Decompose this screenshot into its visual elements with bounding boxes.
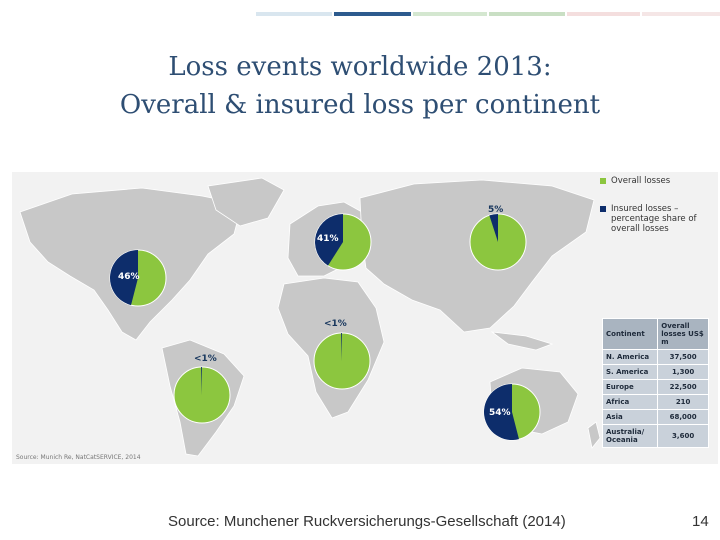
chart-legend: Overall losses Insured losses – percenta… (600, 176, 716, 252)
table-row: Australia/ Oceania 3,600 (601, 424, 709, 448)
table-cell-losses: 68,000 (657, 409, 709, 425)
pie-insured-s-america (201, 367, 202, 395)
title-line-1: Loss events worldwide 2013: (168, 52, 552, 82)
world-map-chart: 46% 41% 5% <1% <1% 54% Source: Munich Re… (12, 172, 718, 464)
accent-bar-1 (256, 12, 332, 16)
land-greenland (207, 177, 285, 227)
accent-bar-3 (413, 12, 487, 16)
world-map (19, 177, 601, 457)
pie-insured-africa (341, 333, 342, 361)
accent-bar-4 (489, 12, 565, 16)
table-cell-losses: 210 (657, 394, 709, 410)
table-row: Africa 210 (601, 394, 709, 410)
pie-insured-europe (315, 214, 343, 266)
legend-label-overall: Overall losses (611, 176, 671, 186)
map-source-note: Source: Munich Re, NatCatSERVICE, 2014 (16, 454, 141, 461)
pie-insured-n-america (109, 250, 138, 306)
legend-label-insured: Insured losses – percentage share of ove… (611, 204, 697, 234)
table-row: Asia 68,000 (601, 409, 709, 425)
accent-bar-5 (567, 12, 640, 16)
table-header-continent: Continent (601, 318, 659, 350)
land-new-zealand (587, 421, 601, 449)
pie-label-asia: 5% (488, 205, 504, 215)
table-header-losses: Overall losses US$ m (657, 318, 709, 350)
accent-bar-6 (642, 12, 720, 16)
table-cell-continent: Asia (601, 409, 659, 425)
table-cell-continent: S. America (601, 364, 659, 380)
table-cell-losses: 37,500 (657, 349, 709, 365)
title-line-2: Overall & insured loss per continent (119, 90, 601, 120)
pie-group (109, 213, 541, 441)
table-cell-continent: Africa (601, 394, 659, 410)
table-cell-losses: 3,600 (657, 424, 709, 448)
pie-label-oceania: 54% (489, 408, 511, 418)
table-cell-losses: 22,500 (657, 379, 709, 395)
pie-label-south-america: <1% (194, 354, 217, 364)
pie-insured-australia-oceania (484, 384, 519, 440)
legend-swatch-overall (600, 178, 606, 184)
table-row: Europe 22,500 (601, 379, 709, 395)
legend-item-overall: Overall losses (600, 176, 716, 186)
accent-bar-2 (334, 12, 411, 16)
pie-label-north-america: 46% (118, 272, 140, 282)
losses-table: Continent Overall losses US$ m N. Americ… (601, 318, 709, 448)
land-indonesia (490, 331, 554, 351)
pie-label-africa: <1% (324, 319, 347, 329)
pie-insured-asia (489, 214, 498, 242)
table-cell-continent: Australia/ Oceania (601, 424, 659, 448)
table-row: N. America 37,500 (601, 349, 709, 365)
page-title: Loss events worldwide 2013: Overall & in… (0, 48, 720, 124)
source-citation: Source: Munchener Ruckversicherungs-Gese… (168, 513, 566, 530)
legend-swatch-insured (600, 206, 606, 212)
page-number: 14 (692, 513, 709, 530)
table-row: S. America 1,300 (601, 364, 709, 380)
table-cell-losses: 1,300 (657, 364, 709, 380)
table-cell-continent: Europe (601, 379, 659, 395)
pie-label-europe: 41% (317, 234, 339, 244)
legend-item-insured: Insured losses – percentage share of ove… (600, 204, 716, 234)
table-header-row: Continent Overall losses US$ m (601, 318, 709, 350)
table-cell-continent: N. America (601, 349, 659, 365)
